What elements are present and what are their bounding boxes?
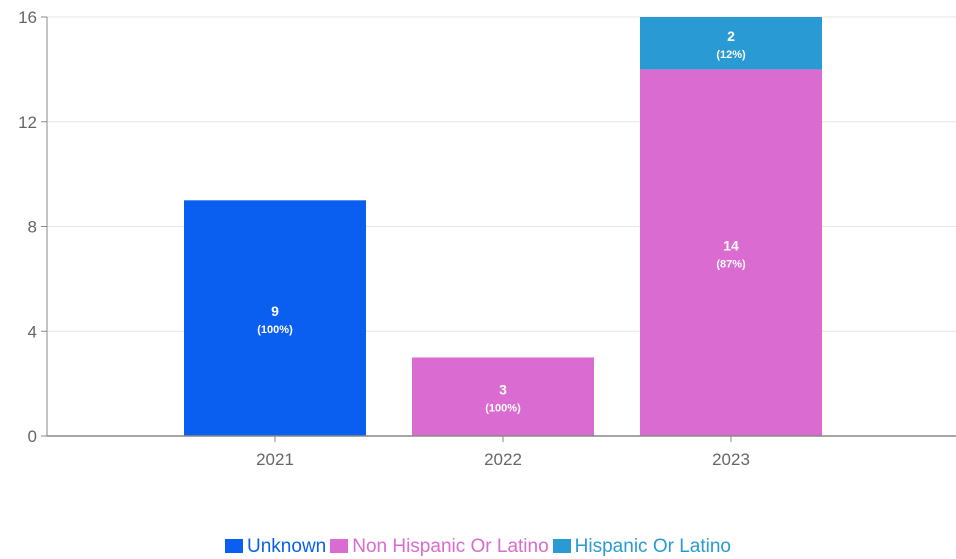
legend-label: Non Hispanic Or Latino xyxy=(352,536,549,557)
y-tick-label: 8 xyxy=(28,218,37,237)
y-tick-label: 12 xyxy=(18,113,37,132)
legend-item-hispanic-or-latino[interactable]: Hispanic Or Latino xyxy=(552,536,731,558)
x-tick-label: 2021 xyxy=(256,450,294,469)
legend-label: Unknown xyxy=(247,536,327,557)
bar-2022-non-hispanic-or-latino[interactable] xyxy=(412,357,594,436)
data-label-value: 2 xyxy=(727,28,735,44)
y-tick-label: 0 xyxy=(28,427,37,446)
bars xyxy=(184,17,822,436)
data-label-percent: (12%) xyxy=(716,49,746,61)
bar-2021-unknown[interactable] xyxy=(184,200,366,436)
legend-swatch xyxy=(330,539,349,553)
data-label-percent: (100%) xyxy=(257,324,293,336)
legend-item-unknown[interactable]: Unknown xyxy=(225,536,326,558)
bar-2023-hispanic-or-latino[interactable] xyxy=(640,17,822,70)
x-tick-label: 2022 xyxy=(484,450,522,469)
x-tick-label: 2023 xyxy=(712,450,750,469)
bar-chart: 0 4 8 12 16 9 (100%) 2021 3 (100%) 2022 14 (87%) 2 (12… xyxy=(18,8,956,469)
legend: Unknown Non Hispanic Or Latino Hispanic Or… xyxy=(0,536,956,558)
axes xyxy=(41,16,956,442)
bar-2023-non-hispanic-or-latino[interactable] xyxy=(640,69,822,436)
legend-swatch xyxy=(552,539,571,553)
data-label-value: 14 xyxy=(723,238,739,254)
data-label-percent: (100%) xyxy=(485,403,521,415)
legend-item-non-hispanic-or-latino[interactable]: Non Hispanic Or Latino xyxy=(330,536,549,558)
legend-swatch xyxy=(225,539,244,553)
data-label-value: 3 xyxy=(499,382,507,398)
y-tick-label: 16 xyxy=(18,8,37,27)
y-tick-label: 4 xyxy=(28,322,37,341)
labels: 0 4 8 12 16 9 (100%) 2021 3 (100%) 2022 14 (87%) 2 (12… xyxy=(18,8,750,469)
data-label-percent: (87%) xyxy=(716,259,746,271)
legend-label: Hispanic Or Latino xyxy=(574,536,731,557)
data-label-value: 9 xyxy=(271,303,279,319)
